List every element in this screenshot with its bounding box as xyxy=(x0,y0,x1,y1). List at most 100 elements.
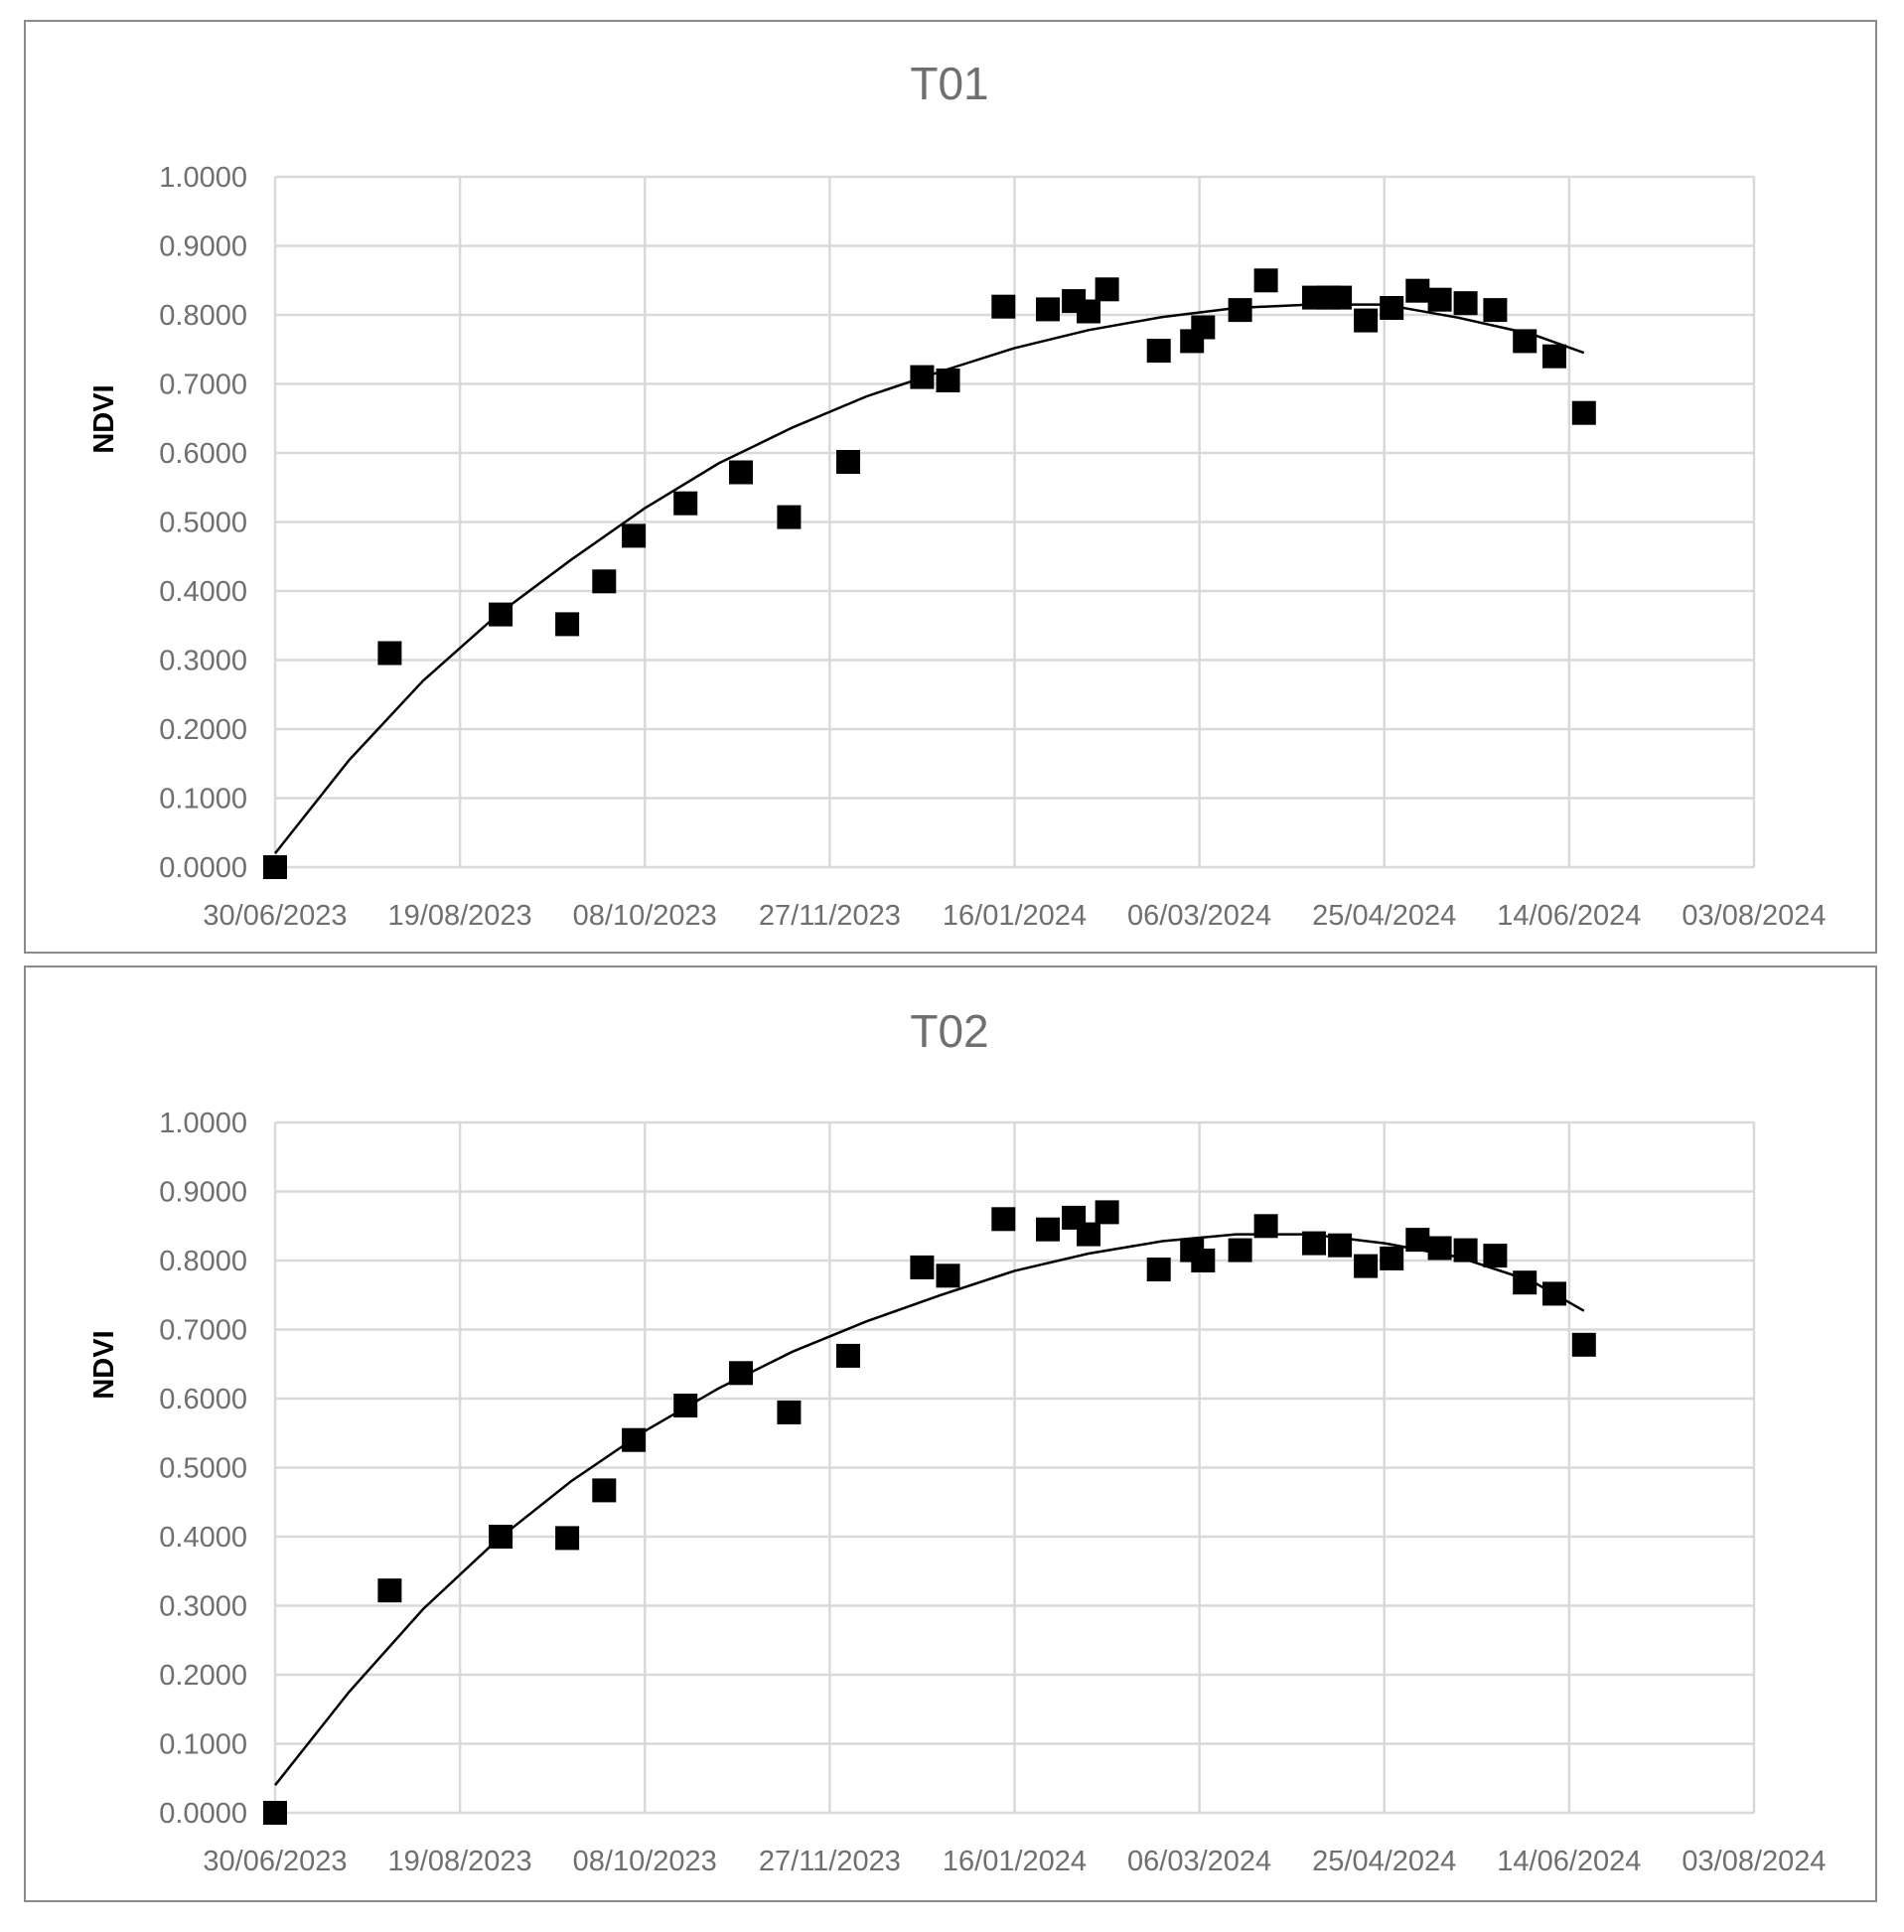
data-point xyxy=(1542,1281,1566,1306)
y-tick-label: 0.8000 xyxy=(159,1246,247,1277)
data-point xyxy=(1483,1244,1508,1268)
chart-title: T02 xyxy=(910,1005,988,1057)
data-point xyxy=(1146,339,1171,364)
data-point xyxy=(1354,308,1379,333)
y-tick-label: 0.7000 xyxy=(159,370,247,401)
y-tick-label: 0.9000 xyxy=(159,1177,247,1209)
data-point xyxy=(592,569,617,594)
x-tick-label: 03/08/2024 xyxy=(1682,900,1826,932)
data-point xyxy=(1095,1200,1119,1225)
data-point xyxy=(622,1427,647,1452)
data-point xyxy=(1405,1228,1430,1253)
y-axis-label: NDVI xyxy=(88,384,120,453)
data-point xyxy=(836,450,860,474)
trendline xyxy=(274,1233,1585,1786)
data-point xyxy=(673,491,698,516)
y-tick-label: 0.0000 xyxy=(159,852,247,884)
data-point xyxy=(673,1394,698,1417)
data-point xyxy=(991,294,1016,319)
x-tick-label: 14/06/2024 xyxy=(1497,1846,1641,1877)
y-tick-label: 0.4000 xyxy=(159,576,247,608)
data-point xyxy=(1427,287,1452,312)
chart-svg-t02: T02 NDVI 30/06/2023 19/08/2023 08/10/2023 2… xyxy=(88,1005,1827,1877)
data-point xyxy=(1354,1254,1379,1278)
data-point xyxy=(263,1801,287,1825)
data-point xyxy=(777,1400,802,1424)
x-tick-label: 19/08/2023 xyxy=(388,1846,532,1877)
data-point xyxy=(377,641,402,666)
data-point xyxy=(1095,277,1119,302)
x-tick-label: 25/04/2024 xyxy=(1312,1846,1456,1877)
x-tick-label: 19/08/2023 xyxy=(388,900,532,932)
data-point xyxy=(1380,296,1404,320)
data-point xyxy=(1077,1222,1100,1247)
x-tick-label: 30/06/2023 xyxy=(203,900,347,932)
data-point xyxy=(1513,329,1538,354)
x-tick-label: 16/01/2024 xyxy=(943,1846,1087,1877)
x-tick-label: 08/10/2023 xyxy=(573,1846,717,1877)
data-point xyxy=(592,1478,617,1503)
y-tick-label: 0.2000 xyxy=(159,1660,247,1692)
data-point xyxy=(1571,1332,1596,1357)
chart-panel-t01: T01 NDVI 30/06/2023 19/08/2023 08/10/2023 2… xyxy=(24,20,1877,954)
x-tick-label: 06/03/2024 xyxy=(1127,1846,1271,1877)
data-point xyxy=(1036,297,1060,322)
data-point xyxy=(1542,344,1566,369)
data-point xyxy=(489,602,513,627)
data-point xyxy=(1405,278,1430,303)
data-point xyxy=(1513,1270,1538,1295)
x-tick-label: 03/08/2024 xyxy=(1682,1846,1826,1877)
chart-panel-t02: T02 NDVI 30/06/2023 19/08/2023 08/10/2023 2… xyxy=(24,966,1877,1902)
data-point xyxy=(622,523,647,548)
data-point xyxy=(836,1343,860,1368)
x-tick-label: 25/04/2024 xyxy=(1312,900,1456,932)
x-tick-label: 27/11/2023 xyxy=(759,1846,901,1877)
x-tick-label: 30/06/2023 xyxy=(203,1846,347,1877)
data-point xyxy=(991,1207,1016,1232)
data-point xyxy=(936,1263,960,1288)
data-point xyxy=(1453,291,1478,316)
data-point xyxy=(729,1361,753,1386)
data-point xyxy=(1328,285,1353,310)
data-point xyxy=(1146,1258,1171,1281)
data-point xyxy=(1253,1214,1278,1239)
y-tick-label: 0.1000 xyxy=(159,784,247,816)
chart-title: T01 xyxy=(910,58,988,109)
y-tick-label: 0.1000 xyxy=(159,1729,247,1761)
data-point xyxy=(1253,268,1278,293)
data-point xyxy=(489,1525,513,1549)
data-point xyxy=(1228,1238,1252,1263)
y-tick-label: 0.3000 xyxy=(159,646,247,677)
y-tick-label: 0.9000 xyxy=(159,231,247,263)
data-point xyxy=(1228,298,1252,323)
y-tick-label: 0.7000 xyxy=(159,1315,247,1347)
data-point xyxy=(729,460,753,485)
y-tick-label: 0.4000 xyxy=(159,1522,247,1554)
data-point xyxy=(1077,299,1100,324)
y-tick-label: 0.0000 xyxy=(159,1798,247,1830)
x-tick-label: 14/06/2024 xyxy=(1497,900,1641,932)
x-tick-label: 16/01/2024 xyxy=(943,900,1087,932)
data-point xyxy=(1427,1236,1452,1261)
y-tick-label: 0.5000 xyxy=(159,508,247,539)
x-tick-label: 27/11/2023 xyxy=(759,900,901,932)
data-point xyxy=(555,612,580,637)
plot-area: 30/06/2023 19/08/2023 08/10/2023 27/11/2023… xyxy=(159,162,1826,932)
data-point xyxy=(936,369,960,392)
data-point xyxy=(1036,1217,1060,1242)
data-point xyxy=(1453,1238,1478,1263)
y-tick-label: 1.0000 xyxy=(159,1108,247,1139)
y-tick-label: 0.8000 xyxy=(159,300,247,332)
data-point xyxy=(377,1578,402,1603)
data-point xyxy=(1571,400,1596,425)
data-point xyxy=(910,365,935,389)
y-tick-label: 0.5000 xyxy=(159,1453,247,1485)
chart-svg-t01: T01 NDVI 30/06/2023 19/08/2023 08/10/2023 2… xyxy=(88,58,1827,932)
data-point xyxy=(263,855,287,879)
data-point xyxy=(777,505,802,529)
data-point xyxy=(1302,1231,1326,1256)
data-point xyxy=(1380,1246,1404,1270)
y-tick-label: 0.6000 xyxy=(159,438,247,470)
data-point xyxy=(1328,1233,1353,1258)
data-point xyxy=(1483,298,1508,323)
